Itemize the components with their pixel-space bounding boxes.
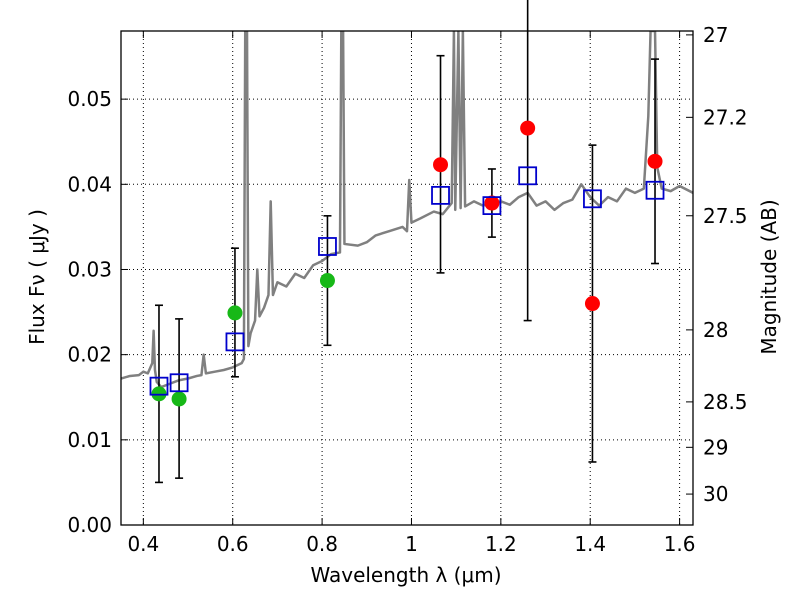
model-band-square <box>482 196 502 216</box>
magnitude-tick-label: 29 <box>703 435 728 459</box>
y-tick-label: 0.00 <box>67 513 112 537</box>
model-band-square <box>583 189 602 209</box>
observed-red-point <box>647 153 663 169</box>
magnitude-tick-label: 27.5 <box>703 204 748 228</box>
magnitude-tick-label: 27 <box>703 23 728 47</box>
magnitude-axis-title: Magnitude (AB) <box>757 199 781 354</box>
spectrum-layer <box>121 31 693 389</box>
model-band-square <box>169 373 189 393</box>
x-tick-label: 0.6 <box>217 532 249 556</box>
y-tick-label: 0.05 <box>67 87 112 111</box>
grid-layer <box>121 31 693 526</box>
observed-red-point <box>584 296 600 312</box>
observed-red-point <box>520 120 536 136</box>
observed-red-point <box>433 157 449 173</box>
observed-green-point <box>171 391 187 407</box>
model-band-square <box>318 237 337 256</box>
observed-red-point <box>484 195 500 211</box>
model-band-square <box>149 376 169 396</box>
y-tick-label: 0.02 <box>67 343 112 367</box>
magnitude-tick-label: 27.2 <box>703 105 748 129</box>
magnitude-tick-label: 28.5 <box>703 390 748 414</box>
x-tick-label: 0.8 <box>306 532 338 556</box>
observed-green-point <box>227 305 243 321</box>
model-band-square <box>645 180 665 200</box>
magnitude-tick-label: 28 <box>703 318 728 342</box>
model-band-square <box>518 166 538 186</box>
errorbar-layer <box>154 0 660 484</box>
y-tick-label: 0.04 <box>67 172 112 196</box>
model-band-square <box>225 332 245 352</box>
y-axis-title: Flux Fν ( μJy ) <box>25 209 49 345</box>
spectrum-line <box>121 31 693 389</box>
x-axis-title: Wavelength λ (μm) <box>310 563 501 587</box>
observed-green-point <box>319 273 335 289</box>
x-tick-label: 1 <box>405 532 418 556</box>
x-tick-label: 1.6 <box>664 532 696 556</box>
marker-layer <box>149 120 665 407</box>
model-band-square <box>431 185 450 205</box>
x-tick-label: 1.4 <box>574 532 606 556</box>
tick-layer: 0.4 0.6 0.8 1 1.2 1.4 1.6 0.00 0.01 0.02 0.03 0.04 0… <box>67 23 747 556</box>
x-tick-label: 0.4 <box>127 532 159 556</box>
magnitude-tick-label: 30 <box>703 482 728 506</box>
y-tick-label: 0.01 <box>67 428 112 452</box>
y-tick-label: 0.03 <box>67 257 112 281</box>
x-tick-label: 1.2 <box>485 532 517 556</box>
plot-frame <box>120 30 694 526</box>
